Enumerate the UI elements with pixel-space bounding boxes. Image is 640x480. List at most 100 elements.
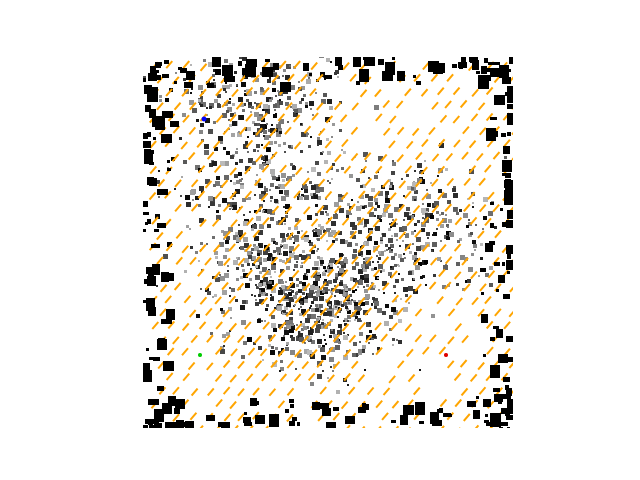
hatch-stroke [252, 229, 261, 238]
hatch-stroke [237, 388, 245, 397]
border-clump [157, 223, 166, 228]
hatch-stroke [271, 205, 280, 214]
hatch-stroke [351, 102, 359, 111]
ink-speck [362, 206, 365, 209]
border-clump [502, 160, 512, 172]
border-clump [154, 229, 159, 232]
ink-speck [330, 290, 333, 293]
hatch-stroke [277, 400, 286, 409]
ink-speck [284, 306, 288, 310]
ink-speck [409, 251, 412, 254]
ink-speck [298, 81, 300, 83]
ink-speck [277, 76, 280, 79]
ink-speck [266, 304, 269, 307]
border-clump [161, 319, 172, 324]
ink-speck [403, 253, 405, 255]
ink-speck [372, 261, 374, 263]
ink-speck [293, 295, 297, 299]
border-clump [162, 111, 173, 118]
ink-speck [456, 262, 460, 266]
hatch-stroke [485, 320, 494, 330]
ink-speck [233, 260, 238, 265]
ink-speck [323, 287, 328, 292]
ink-speck [369, 212, 374, 217]
ink-speck [352, 254, 357, 259]
ink-speck [311, 250, 315, 254]
ink-speck [289, 253, 294, 258]
ink-speck [323, 205, 328, 210]
green-marker [198, 353, 202, 357]
ink-speck [208, 206, 210, 208]
ink-speck [331, 233, 333, 235]
ink-speck [179, 137, 182, 140]
ink-speck [229, 208, 231, 210]
ink-speck [400, 298, 402, 300]
ink-speck [360, 308, 362, 310]
ink-speck [328, 300, 330, 302]
border-clump [416, 81, 421, 85]
ink-speck [424, 160, 426, 162]
ink-speck [200, 288, 202, 290]
ink-speck [332, 123, 335, 126]
ink-speck [233, 235, 238, 240]
ink-speck [446, 231, 451, 236]
hatch-stroke [447, 336, 455, 345]
ink-speck [291, 147, 293, 149]
ink-speck [319, 304, 323, 308]
ink-speck [462, 288, 465, 291]
ink-speck [359, 332, 363, 336]
ink-speck [357, 201, 359, 203]
ink-speck [386, 249, 388, 251]
border-clump [481, 66, 487, 74]
ink-speck [237, 257, 240, 260]
ink-speck [379, 215, 382, 218]
hatch-stroke [461, 257, 469, 266]
ink-speck [315, 188, 320, 193]
ink-speck [339, 129, 342, 132]
ink-speck [374, 267, 377, 270]
hatch-stroke [287, 73, 295, 82]
ink-speck [402, 240, 404, 242]
ink-speck [457, 240, 460, 243]
ink-speck [317, 196, 321, 200]
ink-speck [289, 311, 293, 315]
hatch-stroke [285, 308, 294, 317]
border-clump [490, 365, 500, 378]
ink-speck [446, 236, 450, 240]
ink-speck [269, 141, 273, 145]
hatch-stroke [428, 126, 436, 136]
ink-speck [136, 180, 141, 185]
ink-speck [264, 211, 266, 213]
ink-speck [218, 261, 223, 266]
ink-speck [183, 78, 186, 81]
hatch-stroke [253, 177, 262, 187]
ink-speck [297, 231, 300, 234]
ink-speck [270, 63, 274, 67]
ink-speck [489, 283, 493, 287]
border-clump [269, 414, 279, 427]
ink-speck [344, 257, 347, 260]
border-clump [413, 75, 416, 78]
ink-speck [280, 360, 283, 363]
hatch-stroke [479, 283, 487, 292]
ink-speck [421, 208, 426, 213]
hatch-stroke [292, 243, 300, 253]
ink-speck [268, 135, 271, 138]
ink-speck [390, 182, 393, 185]
ink-speck [308, 145, 311, 148]
ink-speck [302, 282, 306, 286]
ink-speck [331, 329, 333, 331]
ink-speck [294, 264, 298, 268]
hatch-stroke [415, 151, 423, 161]
ink-speck [257, 123, 260, 126]
ink-speck [301, 55, 303, 57]
hatch-stroke [205, 75, 213, 85]
ink-speck [205, 179, 210, 184]
ink-speck [301, 132, 306, 137]
hatch-stroke [237, 360, 245, 370]
border-clump [493, 388, 500, 392]
ink-speck [426, 189, 428, 191]
ink-speck [378, 156, 383, 161]
ink-speck [379, 251, 384, 256]
border-clump [289, 421, 295, 426]
